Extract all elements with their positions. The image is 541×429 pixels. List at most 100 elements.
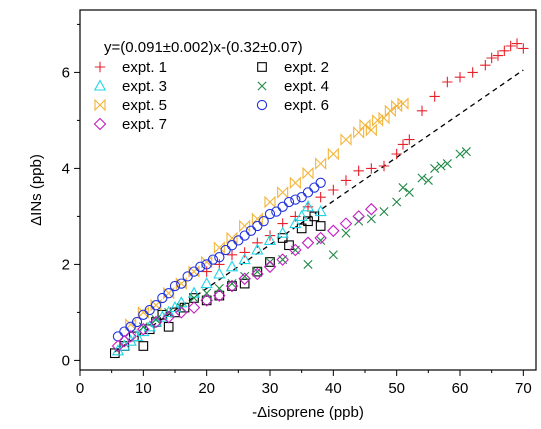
data-point bbox=[365, 202, 378, 216]
data-point bbox=[486, 52, 497, 64]
data-point bbox=[429, 91, 440, 102]
data-point bbox=[138, 341, 149, 351]
data-point bbox=[455, 149, 465, 159]
y-tick-label: 2 bbox=[62, 256, 70, 273]
data-point bbox=[365, 123, 377, 137]
data-point bbox=[379, 207, 389, 217]
data-point bbox=[327, 147, 339, 161]
data-point bbox=[480, 60, 491, 71]
data-point bbox=[341, 228, 351, 238]
data-point bbox=[276, 253, 289, 266]
data-point bbox=[227, 279, 237, 289]
data-point bbox=[200, 276, 213, 289]
data-point bbox=[436, 161, 446, 171]
data-point bbox=[359, 118, 371, 132]
legend-label: expt. 6 bbox=[284, 97, 329, 114]
legend-entry: expt. 6 bbox=[256, 97, 329, 114]
data-point bbox=[214, 290, 225, 301]
data-point bbox=[252, 220, 263, 232]
data-point bbox=[187, 301, 201, 314]
y-tick-label: 6 bbox=[62, 64, 70, 81]
x-tick-label: 10 bbox=[135, 380, 152, 397]
data-point bbox=[225, 279, 239, 293]
data-point bbox=[340, 133, 352, 146]
x-axis-label: -Δisoprene (ppb) bbox=[252, 404, 364, 421]
data-point bbox=[442, 159, 452, 169]
y-tick-label: 0 bbox=[62, 352, 70, 369]
data-point bbox=[163, 288, 174, 299]
data-point bbox=[276, 226, 289, 238]
data-point bbox=[138, 322, 148, 332]
legend-marker bbox=[93, 79, 107, 91]
data-point bbox=[391, 148, 402, 160]
data-point bbox=[423, 175, 433, 185]
data-point bbox=[252, 267, 262, 277]
data-point bbox=[239, 247, 250, 258]
data-point bbox=[225, 260, 239, 272]
series-5 bbox=[125, 97, 409, 331]
legend-marker bbox=[257, 62, 267, 72]
data-point bbox=[163, 286, 175, 300]
data-point bbox=[314, 231, 327, 245]
data-point bbox=[187, 286, 201, 298]
legend-marker bbox=[257, 81, 267, 91]
data-point bbox=[302, 166, 314, 180]
data-point bbox=[315, 157, 327, 170]
data-point bbox=[314, 204, 327, 217]
data-point bbox=[207, 254, 219, 265]
data-point bbox=[251, 267, 264, 281]
data-point bbox=[384, 104, 396, 118]
data-point bbox=[170, 307, 180, 318]
data-point bbox=[295, 209, 308, 221]
data-point bbox=[227, 281, 237, 291]
data-point bbox=[151, 315, 161, 325]
legend-entry: expt. 4 bbox=[257, 78, 329, 95]
data-point bbox=[315, 192, 326, 203]
data-point bbox=[404, 187, 414, 197]
data-point bbox=[416, 105, 428, 116]
series-3 bbox=[111, 200, 327, 356]
data-point bbox=[392, 197, 402, 207]
data-point bbox=[150, 298, 162, 312]
legend-label: expt. 1 bbox=[122, 59, 167, 76]
legend-entry: expt. 5 bbox=[94, 97, 167, 114]
x-tick-label: 70 bbox=[515, 380, 532, 397]
legend-entry: expt. 7 bbox=[93, 116, 167, 133]
data-point bbox=[511, 38, 523, 49]
x-tick-label: 60 bbox=[452, 380, 469, 397]
data-point bbox=[301, 200, 315, 212]
data-point bbox=[353, 126, 365, 139]
data-point bbox=[131, 316, 143, 328]
data-point bbox=[182, 271, 193, 282]
data-point bbox=[277, 233, 288, 243]
data-point bbox=[366, 163, 377, 174]
legend-label: expt. 3 bbox=[122, 78, 167, 95]
data-point bbox=[175, 277, 187, 290]
data-point bbox=[213, 241, 225, 254]
x-tick-label: 20 bbox=[198, 380, 215, 397]
data-point bbox=[328, 250, 338, 260]
data-point bbox=[162, 310, 175, 324]
data-point bbox=[214, 283, 224, 293]
data-point bbox=[252, 237, 263, 248]
y-axis-label: ΔINs (ppb) bbox=[28, 154, 45, 226]
data-point bbox=[245, 225, 257, 236]
data-point bbox=[339, 217, 353, 230]
data-point bbox=[461, 147, 471, 157]
data-point bbox=[454, 72, 466, 83]
data-point bbox=[238, 272, 251, 286]
data-point bbox=[163, 321, 174, 332]
data-point bbox=[284, 240, 294, 251]
fit-equation-label: y=(0.091±0.002)x-(0.32±0.07) bbox=[104, 39, 303, 56]
data-point bbox=[213, 267, 226, 279]
data-point bbox=[492, 50, 504, 61]
data-point bbox=[238, 252, 251, 265]
data-point bbox=[125, 321, 136, 332]
data-point bbox=[417, 173, 427, 183]
data-point bbox=[404, 134, 415, 145]
data-point bbox=[258, 216, 269, 227]
legend-label: expt. 2 bbox=[284, 59, 329, 76]
data-point bbox=[137, 322, 150, 336]
legend-label: expt. 4 bbox=[284, 78, 329, 95]
